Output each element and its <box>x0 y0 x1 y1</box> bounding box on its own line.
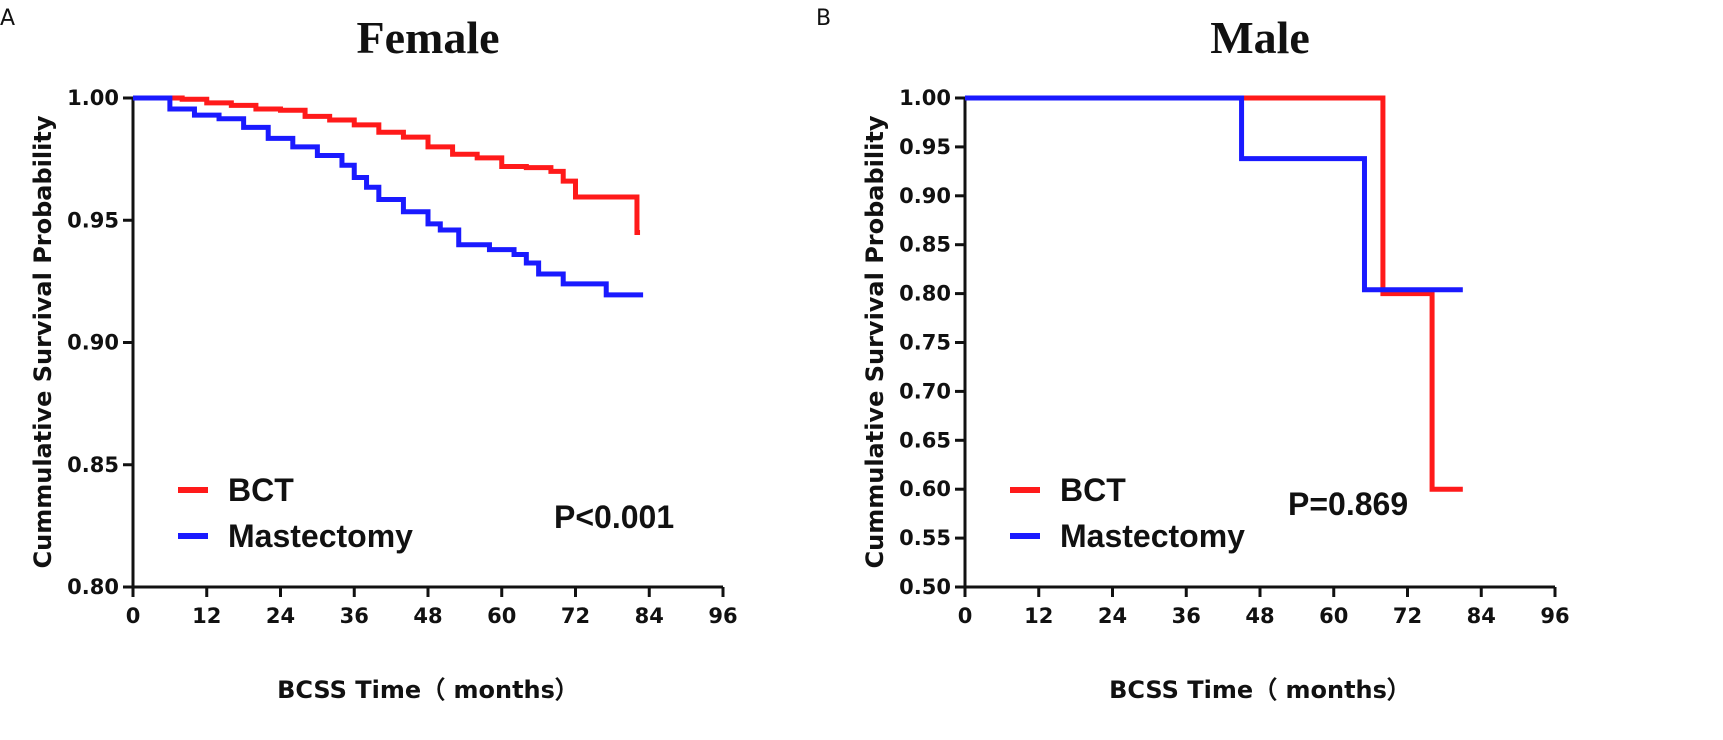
x-tick-label: 36 <box>1172 604 1201 628</box>
x-tick-label: 84 <box>635 604 664 628</box>
y-tick-label: 0.85 <box>899 233 951 257</box>
x-tick-label: 60 <box>487 604 516 628</box>
y-tick-label: 0.90 <box>67 331 119 355</box>
male-survival-chart: B Male Cummulative Survival Probability … <box>816 6 1570 704</box>
legend-label-mastectomy: Mastectomy <box>1060 518 1245 554</box>
survival-curve-bct <box>965 95 1463 492</box>
panel-label: A <box>0 6 15 31</box>
x-tick-label: 96 <box>708 604 737 628</box>
y-tick-label: 0.75 <box>899 331 951 355</box>
panel-label: B <box>816 6 831 31</box>
y-tick-label: 0.55 <box>899 526 951 550</box>
x-tick-label: 96 <box>1540 604 1569 628</box>
y-tick-label: 0.80 <box>67 575 119 599</box>
x-axis-label: BCSS Time（ months） <box>277 676 579 704</box>
x-tick-label: 24 <box>1098 604 1127 628</box>
y-tick-label: 0.65 <box>899 428 951 452</box>
legend-label-bct: BCT <box>1060 472 1126 508</box>
p-value-annotation: P<0.001 <box>554 499 674 535</box>
axis-ticks: 0 12 24 36 48 60 72 84 96 0.50 0.55 0.60 0.65 0.70 0.7… <box>899 86 1569 628</box>
x-tick-label: 72 <box>561 604 590 628</box>
x-tick-label: 12 <box>1024 604 1053 628</box>
legend-label-mastectomy: Mastectomy <box>228 518 413 554</box>
y-tick-label: 0.50 <box>899 575 951 599</box>
y-tick-label: 1.00 <box>67 86 119 110</box>
survival-curve-bct <box>133 95 641 235</box>
survival-curves <box>133 95 644 298</box>
x-axis-label: BCSS Time（ months） <box>1109 676 1411 704</box>
y-tick-label: 0.85 <box>67 453 119 477</box>
x-tick-label: 24 <box>266 604 295 628</box>
survival-curves <box>965 95 1463 492</box>
x-tick-label: 12 <box>192 604 221 628</box>
axis-ticks: 0 12 24 36 48 60 72 84 96 0.80 0.85 0.90 0.95 1.00 <box>67 86 737 628</box>
x-tick-label: 48 <box>413 604 442 628</box>
female-survival-chart: A Female Cummulative Survival Probabilit… <box>0 6 738 704</box>
legend: BCT Mastectomy <box>178 472 413 554</box>
chart-title: Male <box>1210 12 1310 63</box>
x-tick-label: 0 <box>958 604 973 628</box>
survival-curve-mastectomy <box>965 95 1463 293</box>
y-axis-label: Cummulative Survival Probability <box>29 115 57 568</box>
survival-curve-mastectomy <box>133 95 644 298</box>
y-tick-label: 0.60 <box>899 477 951 501</box>
p-value-annotation: P=0.869 <box>1288 486 1408 522</box>
x-tick-label: 60 <box>1319 604 1348 628</box>
x-tick-label: 72 <box>1393 604 1422 628</box>
x-tick-label: 36 <box>340 604 369 628</box>
y-tick-label: 0.95 <box>899 135 951 159</box>
y-tick-label: 0.95 <box>67 208 119 232</box>
x-tick-label: 48 <box>1245 604 1274 628</box>
y-tick-label: 0.70 <box>899 379 951 403</box>
y-axis-label: Cummulative Survival Probability <box>861 115 889 568</box>
legend-label-bct: BCT <box>228 472 294 508</box>
chart-title: Female <box>356 12 499 63</box>
y-tick-label: 0.90 <box>899 184 951 208</box>
legend: BCT Mastectomy <box>1010 472 1245 554</box>
x-tick-label: 0 <box>126 604 141 628</box>
y-tick-label: 1.00 <box>899 86 951 110</box>
y-tick-label: 0.80 <box>899 282 951 306</box>
x-tick-label: 84 <box>1467 604 1496 628</box>
